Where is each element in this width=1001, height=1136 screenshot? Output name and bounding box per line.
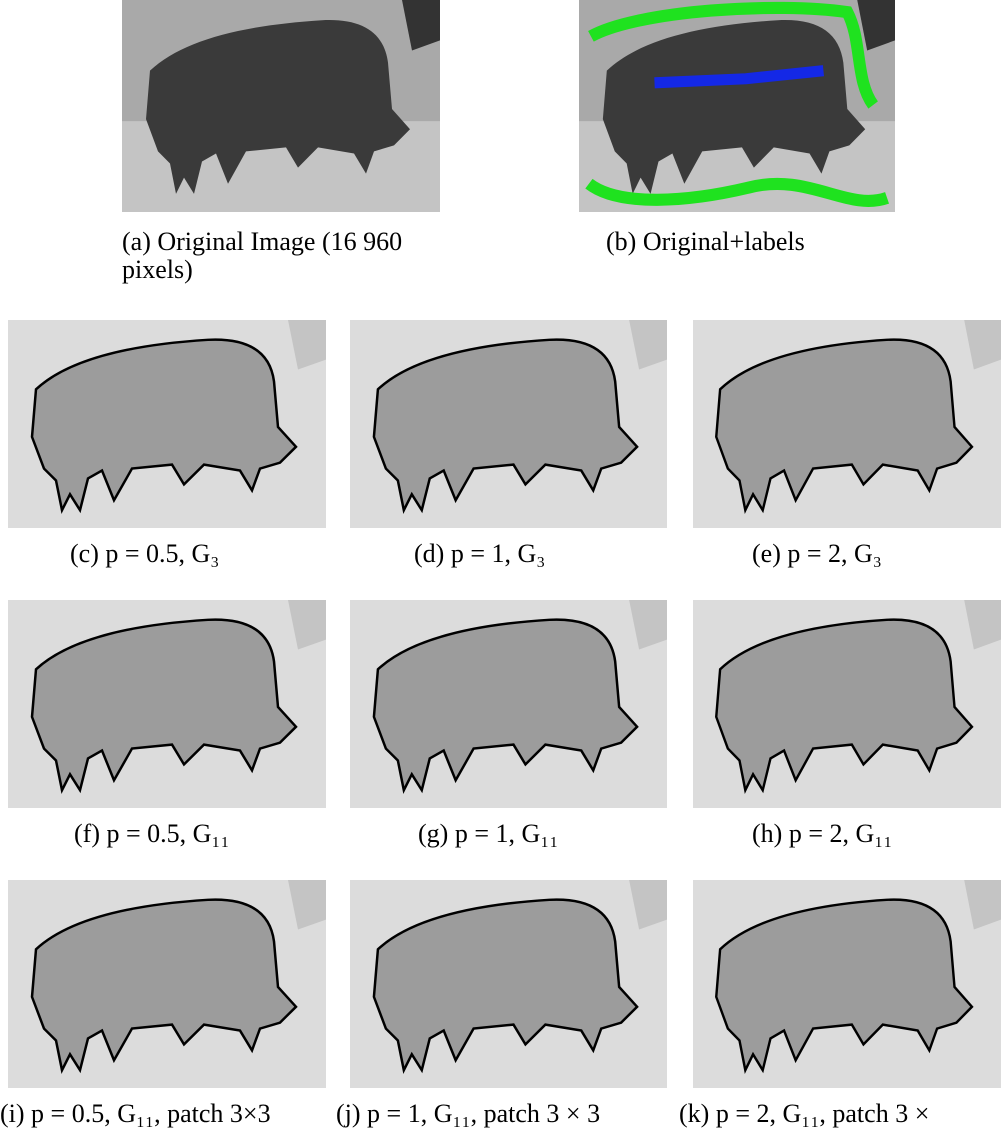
segmentation [693,880,1001,1088]
segmentation [350,320,667,528]
photo [579,0,895,212]
caption: (i) p = 0.5, G₁₁, patch 3×3 [0,1099,271,1128]
caption: (h) p = 2, G₁₁ [752,819,893,848]
segmentation [350,880,667,1088]
segmentation [8,320,326,528]
caption: (k) p = 2, G₁₁, patch 3 × [679,1099,930,1128]
caption: (d) p = 1, G₃ [414,539,546,568]
caption: (a) Original Image (16 960 pixels) [122,227,403,284]
segmentation [350,600,667,808]
caption: (g) p = 1, G₁₁ [418,819,559,848]
segmentation [8,880,326,1088]
photo [122,0,440,212]
caption: (j) p = 1, G₁₁, patch 3 × 3 [336,1099,601,1128]
segmentation [693,600,1001,808]
caption: (c) p = 0.5, G₃ [70,539,220,568]
caption: (b) Original+labels [606,227,805,256]
caption: (f) p = 0.5, G₁₁ [74,819,230,848]
caption: (e) p = 2, G₃ [752,539,882,568]
segmentation [693,320,1001,528]
segmentation [8,600,326,808]
